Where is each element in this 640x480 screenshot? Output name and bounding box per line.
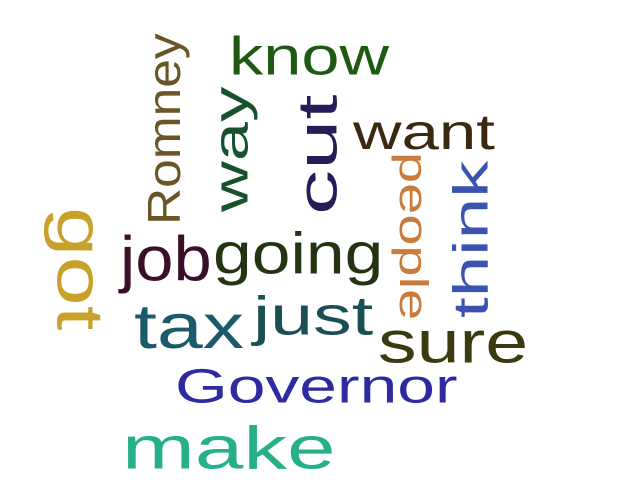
- word-make: make: [122, 414, 336, 480]
- word-sure: sure: [378, 309, 529, 376]
- word-going: going: [213, 221, 384, 287]
- word-people: people: [391, 152, 437, 321]
- word-cut: cut: [286, 94, 349, 215]
- word-way: way: [203, 86, 259, 212]
- word-governor: Governor: [175, 359, 458, 414]
- word-want: want: [353, 104, 495, 161]
- word-job: job: [120, 223, 212, 294]
- word-just: just: [253, 284, 374, 347]
- word-think: think: [443, 160, 499, 318]
- word-got: got: [43, 207, 117, 331]
- word-romney: Romney: [139, 33, 191, 226]
- word-know: know: [229, 26, 390, 87]
- word-tax: tax: [134, 290, 245, 362]
